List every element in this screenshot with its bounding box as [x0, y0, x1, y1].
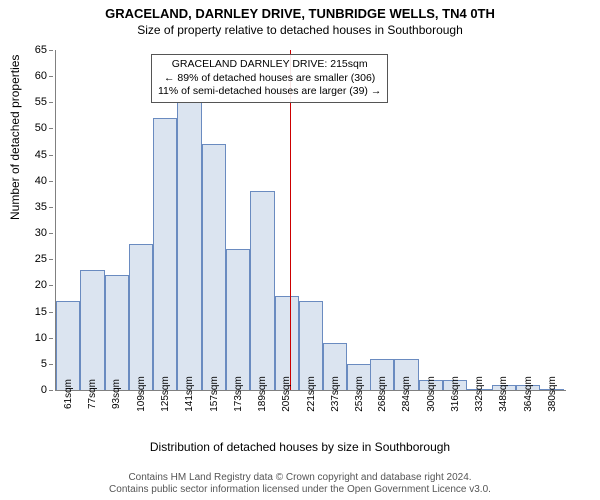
x-tick: 205sqm: [281, 376, 292, 412]
x-tick: 93sqm: [111, 379, 122, 409]
y-tick: 55: [17, 96, 47, 108]
footer-attribution: Contains HM Land Registry data © Crown c…: [0, 472, 600, 496]
x-tick: 189sqm: [257, 376, 268, 412]
footer-line1: Contains HM Land Registry data © Crown c…: [128, 472, 471, 483]
y-tick: 25: [17, 253, 47, 265]
y-tick: 0: [17, 384, 47, 396]
x-tick: 316sqm: [450, 376, 461, 412]
histogram-bar: [153, 118, 177, 390]
y-tick: 5: [17, 358, 47, 370]
page-title: GRACELAND, DARNLEY DRIVE, TUNBRIDGE WELL…: [0, 0, 600, 21]
footer-line2: Contains public sector information licen…: [109, 484, 491, 495]
x-tick: 268sqm: [377, 376, 388, 412]
y-tick: 65: [17, 44, 47, 56]
y-tick: 10: [17, 332, 47, 344]
histogram-bar: [56, 301, 80, 390]
y-tick: 15: [17, 306, 47, 318]
x-tick: 61sqm: [63, 379, 74, 409]
x-tick: 332sqm: [474, 376, 485, 412]
histogram-bar: [202, 144, 226, 390]
annotation-line: GRACELAND DARNLEY DRIVE: 215sqm: [158, 58, 381, 72]
annotation-box: GRACELAND DARNLEY DRIVE: 215sqm← 89% of …: [151, 54, 388, 103]
x-tick: 284sqm: [401, 376, 412, 412]
x-tick: 300sqm: [426, 376, 437, 412]
y-tick: 60: [17, 70, 47, 82]
x-tick: 380sqm: [547, 376, 558, 412]
histogram-bar: [250, 191, 274, 390]
annotation-line: 11% of semi-detached houses are larger (…: [158, 85, 381, 99]
histogram-bar: [80, 270, 104, 390]
x-tick: 348sqm: [498, 376, 509, 412]
histogram-bar: [226, 249, 250, 390]
annotation-line: ← 89% of detached houses are smaller (30…: [158, 72, 381, 86]
y-tick: 50: [17, 122, 47, 134]
histogram-bar: [105, 275, 129, 390]
y-tick: 45: [17, 149, 47, 161]
histogram-bar: [177, 102, 201, 390]
y-tick: 40: [17, 175, 47, 187]
x-tick: 237sqm: [330, 376, 341, 412]
plot-area: GRACELAND DARNLEY DRIVE: 215sqm← 89% of …: [55, 50, 566, 391]
x-tick: 77sqm: [87, 379, 98, 409]
x-tick: 125sqm: [160, 376, 171, 412]
x-tick: 364sqm: [523, 376, 534, 412]
x-axis-label: Distribution of detached houses by size …: [0, 440, 600, 454]
page-subtitle: Size of property relative to detached ho…: [0, 21, 600, 37]
y-tick: 30: [17, 227, 47, 239]
histogram-bar: [129, 244, 153, 390]
x-tick: 221sqm: [306, 376, 317, 412]
x-tick: 157sqm: [209, 376, 220, 412]
y-tick: 20: [17, 279, 47, 291]
x-tick: 141sqm: [184, 376, 195, 412]
x-tick: 253sqm: [354, 376, 365, 412]
x-tick: 173sqm: [233, 376, 244, 412]
x-tick: 109sqm: [136, 376, 147, 412]
y-tick: 35: [17, 201, 47, 213]
chart-area: GRACELAND DARNLEY DRIVE: 215sqm← 89% of …: [55, 50, 565, 390]
